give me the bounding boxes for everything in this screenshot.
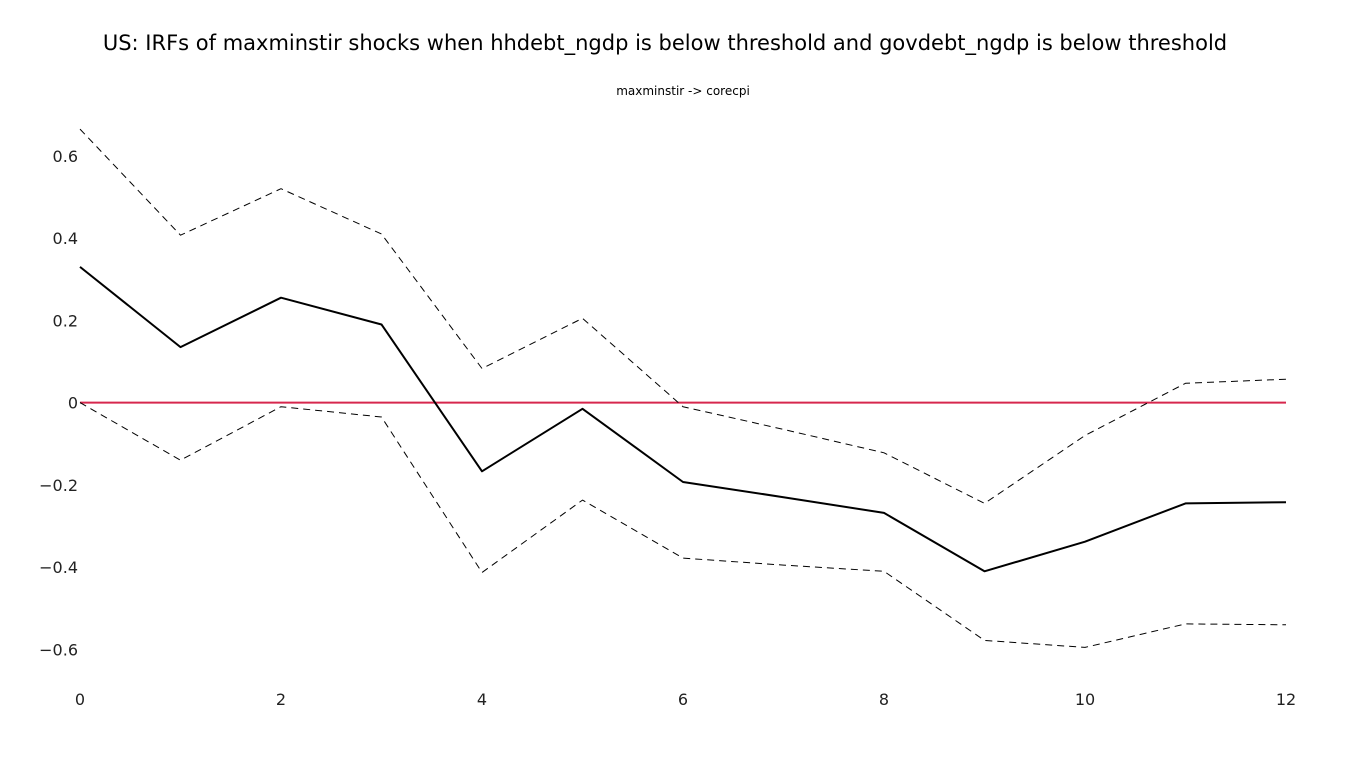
y-tick-label: −0.4	[39, 558, 78, 577]
x-tick-label: 0	[75, 690, 85, 709]
series-layer	[79, 128, 1287, 648]
y-tick-label: 0.4	[53, 229, 78, 248]
x-tick-label: 4	[477, 690, 487, 709]
y-tick-label: 0	[68, 394, 78, 413]
y-tick-label: −0.6	[39, 640, 78, 659]
x-tick-label: 8	[879, 690, 889, 709]
x-tick-label: 10	[1075, 690, 1095, 709]
series-line-irf	[79, 266, 1287, 573]
y-tick-label: −0.2	[39, 476, 78, 495]
series-line-lower-band	[79, 402, 1287, 648]
x-tick-label: 2	[276, 690, 286, 709]
chart-subtitle: maxminstir -> corecpi	[616, 84, 750, 98]
y-axis-ticks: −0.6 −0.4 −0.2 0 0.2 0.4 0.6	[39, 147, 78, 660]
x-axis-ticks: 0 2 4 6 8 10 12	[75, 690, 1296, 709]
series-line-upper-band	[79, 128, 1287, 504]
chart-title: US: IRFs of maxminstir shocks when hhdeb…	[103, 31, 1227, 56]
x-tick-label: 12	[1276, 690, 1296, 709]
x-tick-label: 6	[678, 690, 688, 709]
y-tick-label: 0.2	[53, 311, 78, 330]
y-tick-label: 0.6	[53, 147, 78, 166]
